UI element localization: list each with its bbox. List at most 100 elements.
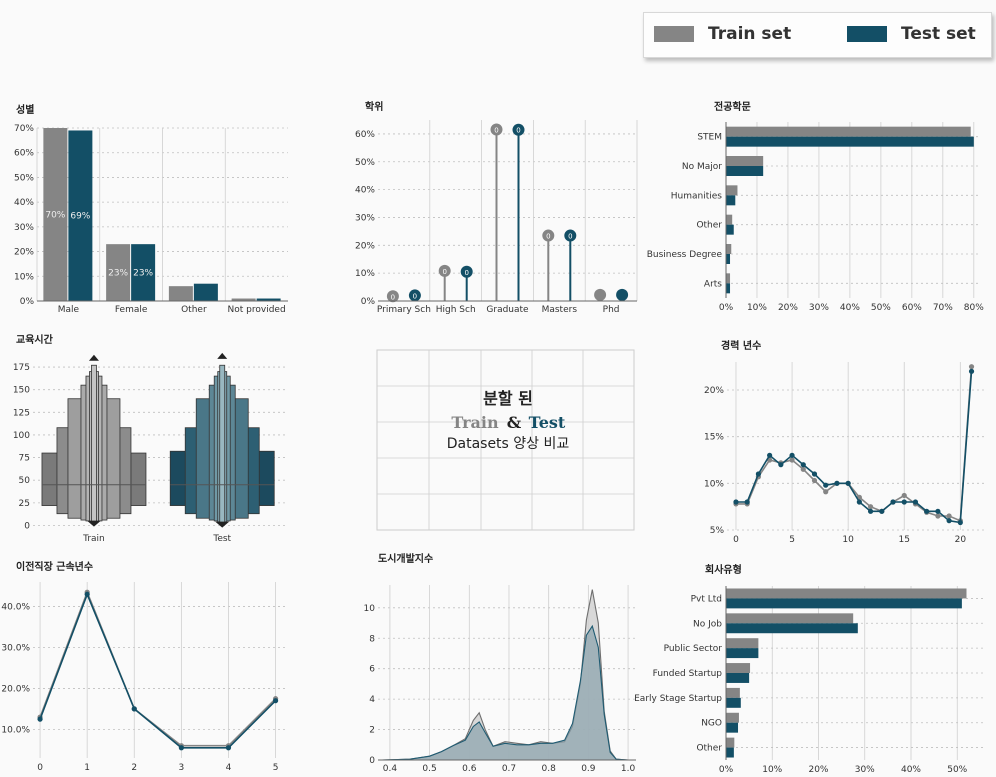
point-test: [968, 368, 975, 374]
x-tick-label: 0.4: [383, 764, 398, 774]
chart-title: 학위: [365, 100, 383, 113]
x-tick-label: 4: [226, 763, 232, 773]
bar-train: [231, 298, 256, 301]
bar-test: [726, 697, 741, 708]
point-test: [867, 508, 874, 514]
series-line-train: [736, 366, 973, 522]
legend-swatch-test: [847, 26, 887, 42]
point-test: [834, 480, 840, 486]
y-tick-label: Business Degree: [647, 250, 723, 260]
y-tick-label: 0%: [20, 297, 35, 307]
bar-test: [726, 648, 759, 659]
point-test: [272, 698, 279, 704]
x-tick-label: 70%: [933, 303, 953, 313]
y-tick-label: 10.0%: [1, 725, 30, 735]
point-train: [490, 123, 503, 136]
x-tick-label: 1.0: [621, 764, 636, 774]
series-line-train: [39, 589, 277, 747]
y-tick-label: 10%: [355, 269, 375, 279]
center-panel-frame: [376, 349, 635, 531]
y-tick-label: 0: [369, 756, 375, 766]
y-tick-label: No Major: [682, 162, 722, 172]
x-tick-label: 0: [37, 763, 43, 773]
y-tick-label: Arts: [704, 279, 722, 289]
point-train: [386, 290, 399, 303]
chart-company-type: 회사유형 0% 10% 20% 30% 40% 50% Pvt Ltd No Job Public…: [634, 563, 985, 775]
x-tick-label: 10: [842, 535, 854, 545]
y-tick-label: 100: [13, 431, 30, 441]
x-tick-label: 5: [789, 535, 795, 545]
x-tick-label: 40%: [901, 765, 921, 775]
y-tick-label: 50%: [14, 173, 34, 183]
point-train: [935, 513, 941, 519]
bar-train: [726, 185, 738, 196]
x-tick-label: 50%: [947, 765, 967, 775]
point-train: [789, 457, 795, 463]
chart-major: 전공학문 0% 10% 20% 30% 40% 50% 60% 70% 80% STEM No Maj…: [647, 100, 985, 313]
point-test: [924, 508, 930, 514]
chart-title: 이전직장 근속년수: [16, 560, 93, 573]
bar-test: [193, 283, 218, 301]
chart-training-hours: 교육시간 0 25 50 75 100 125 150 175 Train Test: [13, 333, 287, 544]
boxen-box-test: [219, 364, 226, 524]
bar-train: [726, 687, 740, 698]
point-test: [744, 499, 750, 505]
legend-label-train: Train set: [708, 24, 792, 44]
outliers-bottom: [215, 521, 230, 528]
bar-test: [726, 673, 750, 683]
bar-test: [131, 244, 156, 301]
x-tick-label: Test: [212, 534, 231, 544]
y-tick-label: 6: [369, 665, 375, 675]
y-tick-label: Other: [696, 221, 722, 231]
x-tick-label: 80%: [964, 303, 984, 313]
point-test: [131, 706, 137, 712]
point-test: [823, 482, 829, 488]
bar-test: [68, 130, 93, 301]
point-test: [408, 289, 421, 302]
y-tick-label: 70%: [14, 124, 34, 134]
data-label: 69%: [70, 212, 90, 222]
x-tick-label: 20%: [778, 303, 798, 313]
x-tick-label: Female: [115, 305, 148, 315]
x-tick-label: Train: [82, 534, 105, 544]
bar-test: [726, 254, 731, 264]
y-tick-label: 75: [19, 454, 30, 464]
data-label: 23%: [133, 269, 153, 279]
chart-last-new-job: 이전직장 근속년수 10.0% 20.0% 30.0% 40.0% 0 1 2 3 4 5: [1, 560, 285, 773]
bar-train: [726, 737, 735, 748]
center-title-line1: 분할 된: [483, 389, 533, 408]
bar-train: [43, 128, 68, 301]
point-test: [178, 745, 184, 751]
y-tick-label: 150: [13, 386, 30, 396]
point-test: [564, 229, 577, 242]
chart-title: 경력 년수: [721, 339, 761, 352]
y-tick-label: NGO: [701, 719, 722, 729]
point-label: 0: [516, 127, 520, 135]
point-test: [616, 288, 629, 301]
bar-train: [726, 638, 759, 649]
point-test: [890, 499, 896, 505]
point-test: [733, 499, 739, 505]
y-tick-label: 0: [24, 521, 30, 531]
x-tick-label: 50%: [871, 303, 891, 313]
point-train: [594, 288, 607, 301]
legend-label-test: Test set: [901, 24, 976, 44]
point-train: [968, 364, 975, 370]
outliers-bottom: [86, 520, 101, 527]
center-title-amp: &: [507, 413, 522, 432]
point-label: 0: [568, 233, 572, 241]
point-label: 0: [546, 233, 550, 241]
y-tick-label: 20%: [355, 241, 375, 251]
boxen-box-train: [91, 364, 97, 524]
y-tick-label: 10: [364, 604, 376, 614]
legend-item-test: Test set: [847, 24, 976, 44]
x-tick-label: Primary Sch: [377, 305, 431, 315]
chart-title: 성별: [16, 103, 34, 116]
bar-train: [726, 613, 854, 624]
bar-train: [726, 663, 751, 673]
point-label: 0: [494, 126, 498, 134]
x-tick-label: 10%: [747, 303, 767, 313]
y-tick-label: 20%: [14, 248, 34, 258]
bar-test: [726, 166, 764, 176]
chart-title: 도시개발지수: [378, 552, 433, 565]
